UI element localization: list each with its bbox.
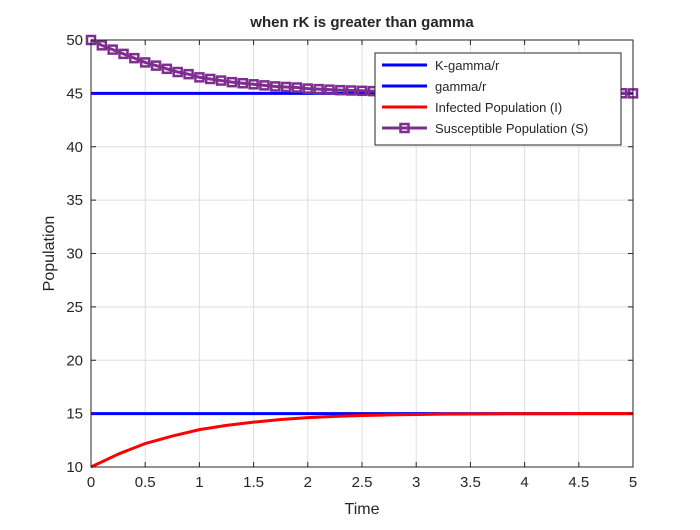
y-tick-label: 35 bbox=[66, 192, 83, 209]
x-axis-label: Time bbox=[345, 501, 380, 518]
legend: K-gamma/r gamma/r Infected Population (I) S… bbox=[374, 52, 622, 146]
data-point bbox=[335, 84, 346, 96]
legend-box bbox=[374, 52, 622, 146]
data-point bbox=[183, 68, 194, 80]
data-point bbox=[237, 77, 249, 89]
data-point bbox=[150, 60, 162, 71]
data-point bbox=[107, 44, 118, 55]
data-point bbox=[259, 80, 270, 91]
data-point bbox=[194, 72, 205, 83]
data-point bbox=[248, 79, 259, 90]
x-tick-label: 0 bbox=[87, 474, 95, 491]
legend-label: gamma/r bbox=[435, 79, 487, 94]
data-point bbox=[204, 73, 216, 85]
x-tick-label: 1.5 bbox=[243, 474, 264, 491]
y-tick-label: 30 bbox=[66, 246, 83, 263]
data-point bbox=[215, 75, 227, 86]
y-tick-label: 20 bbox=[66, 352, 83, 369]
x-tick-label: 3 bbox=[412, 474, 420, 491]
data-point bbox=[280, 81, 292, 93]
y-tick-label: 45 bbox=[66, 85, 83, 102]
data-point bbox=[345, 85, 357, 96]
x-tick-label: 4.5 bbox=[568, 474, 589, 491]
data-point bbox=[96, 40, 108, 51]
x-tick-label: 0.5 bbox=[135, 474, 156, 491]
x-tick-label: 4 bbox=[520, 474, 528, 491]
data-point bbox=[356, 85, 368, 97]
data-point bbox=[302, 83, 314, 94]
data-point bbox=[118, 48, 129, 60]
legend-marker bbox=[399, 122, 410, 134]
y-tick-label: 50 bbox=[66, 32, 83, 49]
data-point bbox=[139, 57, 151, 68]
data-point bbox=[270, 81, 281, 92]
x-tick-label: 3.5 bbox=[460, 474, 481, 491]
series-line-infected-population-i bbox=[90, 412, 633, 469]
chart-title: when rK is greater than gamma bbox=[249, 14, 474, 31]
data-point bbox=[129, 52, 140, 64]
y-tick-label: 15 bbox=[66, 406, 83, 423]
legend-label: K-gamma/r bbox=[435, 58, 500, 73]
y-tick-label: 40 bbox=[66, 139, 83, 156]
y-axis-label: Population bbox=[41, 216, 58, 292]
x-tick-label: 2 bbox=[304, 474, 312, 491]
tick-layer: 0 0.5 1 1.5 2 2.5 3 3.5 4 4.5 5 10 15 20 25 30 35 40 45 50 bbox=[66, 32, 637, 491]
x-tick-label: 1 bbox=[195, 474, 203, 491]
data-point bbox=[313, 83, 324, 95]
data-point bbox=[291, 82, 303, 93]
y-tick-label: 25 bbox=[66, 299, 83, 316]
x-tick-label: 5 bbox=[629, 474, 637, 491]
data-point bbox=[324, 84, 335, 95]
legend-label: Susceptible Population (S) bbox=[435, 121, 588, 136]
y-tick-label: 10 bbox=[66, 459, 83, 476]
x-tick-label: 2.5 bbox=[352, 474, 373, 491]
data-point bbox=[172, 66, 183, 78]
legend-label: Infected Population (I) bbox=[435, 100, 562, 115]
data-point bbox=[226, 76, 238, 88]
data-point bbox=[161, 63, 173, 75]
